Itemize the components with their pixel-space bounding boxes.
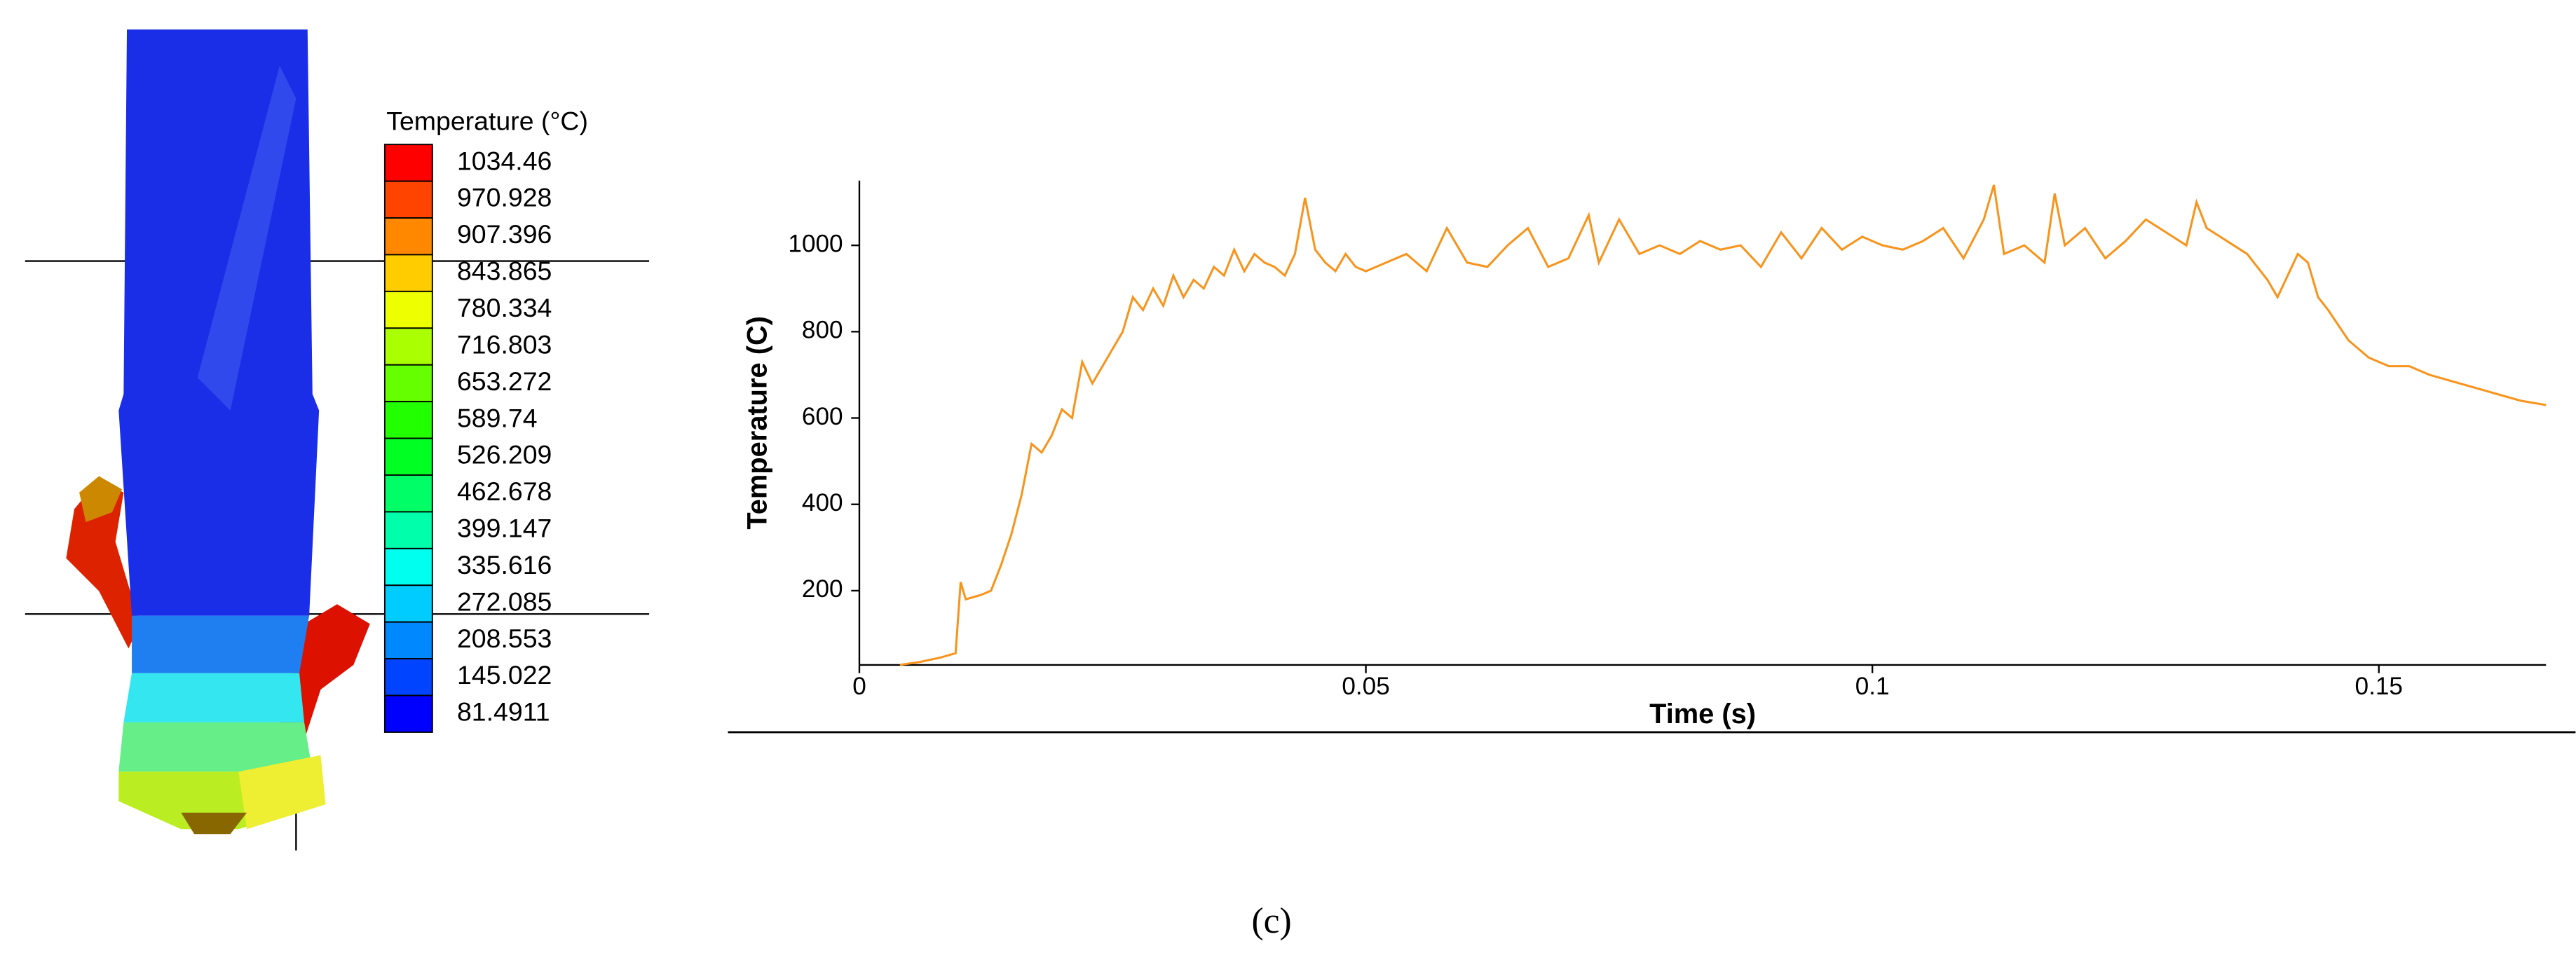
legend-swatch [383, 437, 433, 476]
y-axis-label: Temperature (C) [742, 316, 773, 530]
legend-swatch [383, 401, 433, 439]
y-tick-label: 600 [802, 403, 843, 430]
drill-band [118, 722, 313, 772]
legend-swatch [383, 658, 433, 697]
legend-label: 1034.46 [457, 146, 552, 175]
legend-label: 907.396 [457, 219, 552, 249]
drill-band [132, 615, 310, 673]
legend-swatch [383, 694, 433, 733]
drill-tip [181, 812, 247, 835]
legend-swatch [383, 290, 433, 329]
drill-render [25, 29, 650, 851]
x-tick-label: 0 [852, 673, 866, 700]
drill-tip [238, 755, 326, 830]
line-chart: 200 400 600 800 1000 0 0.05 0.1 0.15 Time (s) Temp… [742, 180, 2547, 729]
legend-label: 653.272 [457, 366, 552, 396]
legend-label: 145.022 [457, 660, 552, 690]
legend-swatch [383, 584, 433, 623]
legend-swatch [383, 364, 433, 403]
chip [79, 476, 123, 523]
y-tick-label: 400 [802, 489, 843, 516]
y-tick-label: 1000 [788, 230, 843, 257]
x-axis-label: Time (s) [1649, 699, 1756, 729]
legend-swatch [383, 180, 433, 219]
legend-label: 780.334 [457, 293, 552, 322]
legend-label: 208.553 [457, 624, 552, 653]
data-line [899, 184, 2547, 666]
legend-label: 526.209 [457, 440, 552, 469]
legend-swatch [383, 327, 433, 366]
legend-swatch [383, 547, 433, 587]
legend-label: 589.74 [457, 403, 538, 432]
legend-label: 970.928 [457, 183, 552, 212]
legend-swatch [383, 511, 433, 549]
legend-label: 81.4911 [457, 697, 550, 727]
legend-swatch [383, 474, 433, 513]
legend-swatch [383, 144, 433, 182]
legend-swatch [383, 621, 433, 660]
legend-label: 716.803 [457, 329, 552, 359]
legend-label: 335.616 [457, 550, 552, 579]
y-tick-label: 200 [802, 575, 843, 603]
drill-band [123, 673, 305, 722]
chip [66, 479, 140, 649]
legend-label: 399.147 [457, 514, 552, 543]
legend-label: 843.865 [457, 256, 552, 286]
legend-label: 462.678 [457, 476, 552, 506]
legend-label: 272.085 [457, 587, 552, 616]
legend-swatch [383, 254, 433, 292]
legend-swatch [383, 217, 433, 256]
color-legend: 1034.46 970.928 907.396 843.865 780.334 716.8… [383, 144, 552, 733]
caption: (c) [1251, 901, 1291, 941]
x-tick-label: 0.1 [1855, 673, 1890, 700]
x-tick-label: 0.15 [2355, 673, 2403, 700]
legend-title: Temperature (°C) [386, 107, 588, 136]
y-tick-label: 800 [802, 317, 843, 344]
x-tick-label: 0.05 [1342, 673, 1389, 700]
flute [197, 65, 297, 411]
